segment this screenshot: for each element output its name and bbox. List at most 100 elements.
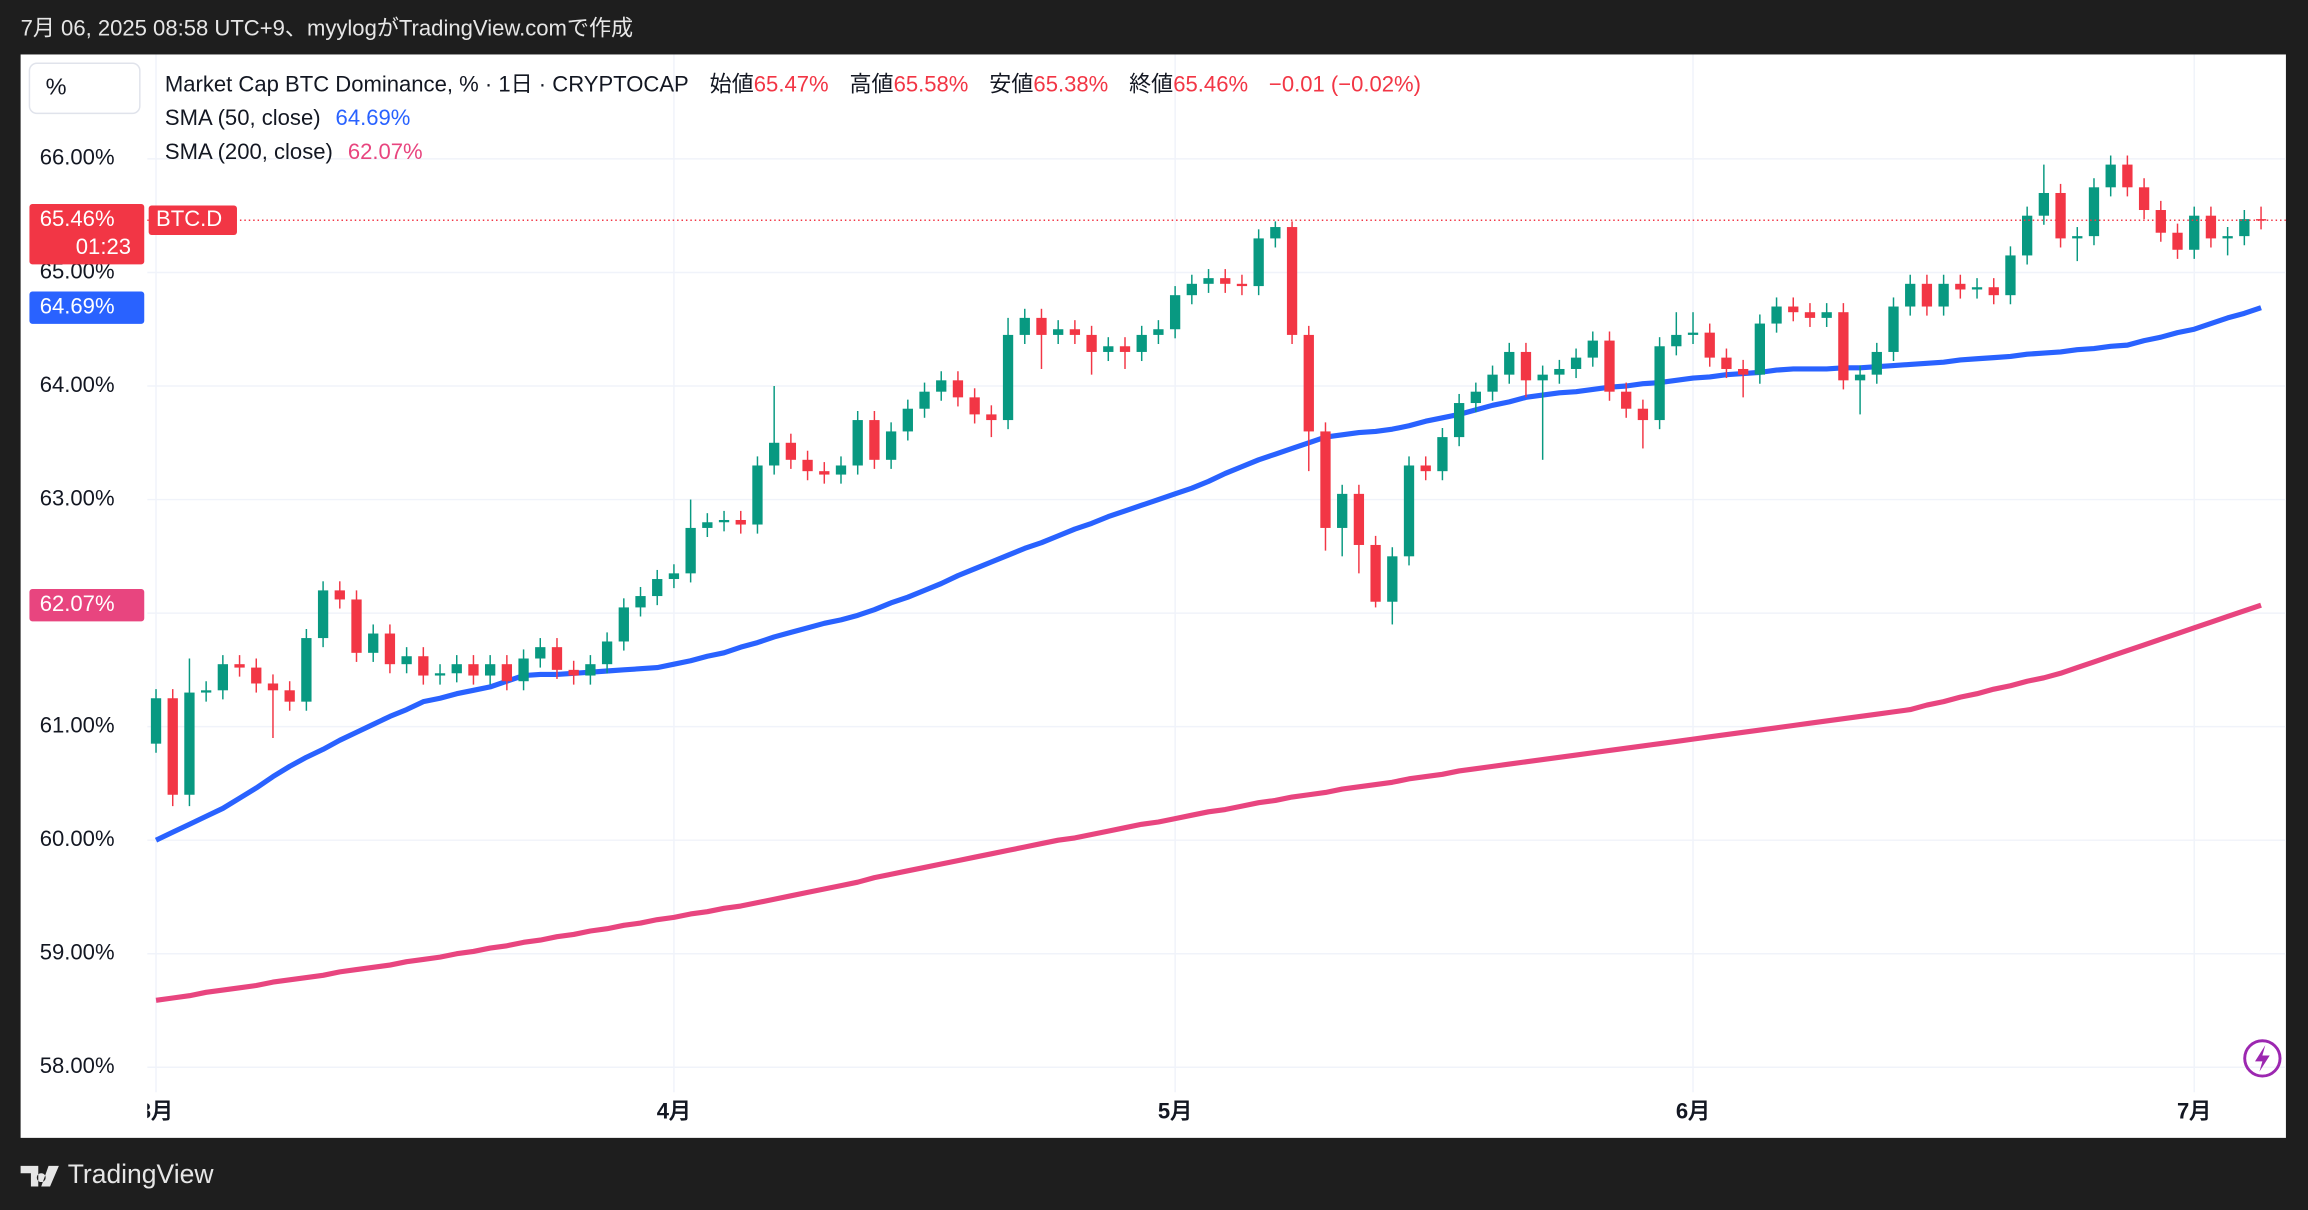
sma-badge [29,588,145,622]
candle-body [1621,391,1632,409]
candle-body [1938,283,1949,307]
unit-button[interactable] [28,62,141,115]
x-tick-label: 7月 [2177,1099,2211,1124]
legend-value: 62.07% [348,139,423,164]
candle-body [2155,210,2166,233]
candle-body [267,683,279,691]
brand: TradingView [68,1159,215,1189]
candle-body [535,647,546,659]
candle-body [384,633,396,665]
candle-body [1754,323,1766,375]
legend: % Market Cap BTC Dominance, % · 1日 · CRY… [28,62,1421,164]
candle-body [1988,287,1999,296]
candle-body [217,664,229,691]
candle-body [1437,437,1448,472]
candle-body [317,590,329,639]
sma-badge-value: 62.07% [40,591,115,616]
candle-body [601,641,613,665]
candle-body [635,596,646,608]
candle-body [1504,351,1515,375]
candle-body [1871,351,1882,375]
candle-body [451,664,462,674]
candle-body [1921,283,1933,307]
candle-body [1470,391,1481,404]
candle-body [2088,187,2100,237]
candle-body [1570,357,1582,369]
countdown: 01:23 [76,234,131,259]
candle-body [1353,493,1365,545]
candle-body [368,633,379,653]
sma-badge [29,291,145,324]
candle-body [1019,317,1030,335]
candle-body [835,465,847,475]
x-tick-label: 4月 [657,1099,691,1124]
candle-body [969,397,980,415]
candle-body [1103,346,1114,352]
icon-bolt[interactable] [2255,1045,2270,1072]
candle-body [769,442,780,466]
candle-body [1086,334,1097,352]
candle-body [2005,255,2016,296]
ohlc-value: 65.38% [1033,71,1108,96]
candle-body [1303,334,1314,432]
candle-body [200,690,212,693]
candle-body [1637,408,1649,421]
x-tick-label: 3月 [139,1099,173,1124]
candle-body [1286,227,1298,335]
candle-body [1420,465,1431,472]
ohlc-value: 65.47% [754,71,829,96]
candle-body [2239,219,2250,237]
y-tick-label: 58.00% [40,1053,115,1078]
unit-button-label[interactable]: % [46,74,67,100]
candle-body [1838,312,1849,381]
y-tick-label: 59.00% [40,940,115,965]
candle-body [301,638,312,702]
change: −0.01 (−0.02%) [1269,71,1421,96]
candle-body [1153,329,1164,335]
candle-body [1169,295,1181,330]
candle-body [434,673,446,676]
ohlc-label: 始値 [710,71,754,96]
x-tick-label: 6月 [1676,1099,1710,1124]
x-tick-label: 5月 [1158,1099,1192,1124]
candle-body [986,414,997,421]
candle-body [501,664,513,682]
ohlc-label: 終値 [1129,71,1173,96]
candle-body [351,599,362,653]
candle-body [1604,340,1615,392]
candle-body [167,698,178,795]
candle-body [1053,329,1064,335]
candle-body [1036,317,1047,335]
candle-body [1236,283,1248,287]
candle-body [1186,283,1197,296]
candle-body [1119,346,1131,352]
candle-body [1587,340,1598,358]
replay-icon[interactable] [2243,1039,2282,1078]
icon-ring[interactable] [2243,1039,2282,1078]
candle-body [852,420,863,466]
candle-body [1203,278,1214,284]
candle-body [234,664,245,668]
candle-body [568,669,579,676]
candle-body [1687,332,1699,335]
price-badge-value: 65.46% [40,206,115,231]
candle-body [802,459,813,472]
candle-body [1771,306,1782,324]
candle-body [652,579,663,597]
candle-body [418,656,429,676]
candle-body [718,519,730,523]
legend-sma: SMA (50, close) 64.69% [165,105,411,130]
legend-sma: SMA (200, close) 62.07% [165,139,423,164]
candle-body [902,408,913,432]
candle-body [2138,187,2150,211]
candle-body [1270,227,1281,239]
price-badge [29,204,145,265]
candle-body [2055,192,2066,239]
candle-body [184,692,195,795]
candle-body [2222,236,2233,239]
candle-body [2189,215,2200,250]
axes: 58.00%59.00%60.00%61.00%62.00%63.00%64.0… [29,145,2211,1124]
candle-body [1554,368,1565,375]
